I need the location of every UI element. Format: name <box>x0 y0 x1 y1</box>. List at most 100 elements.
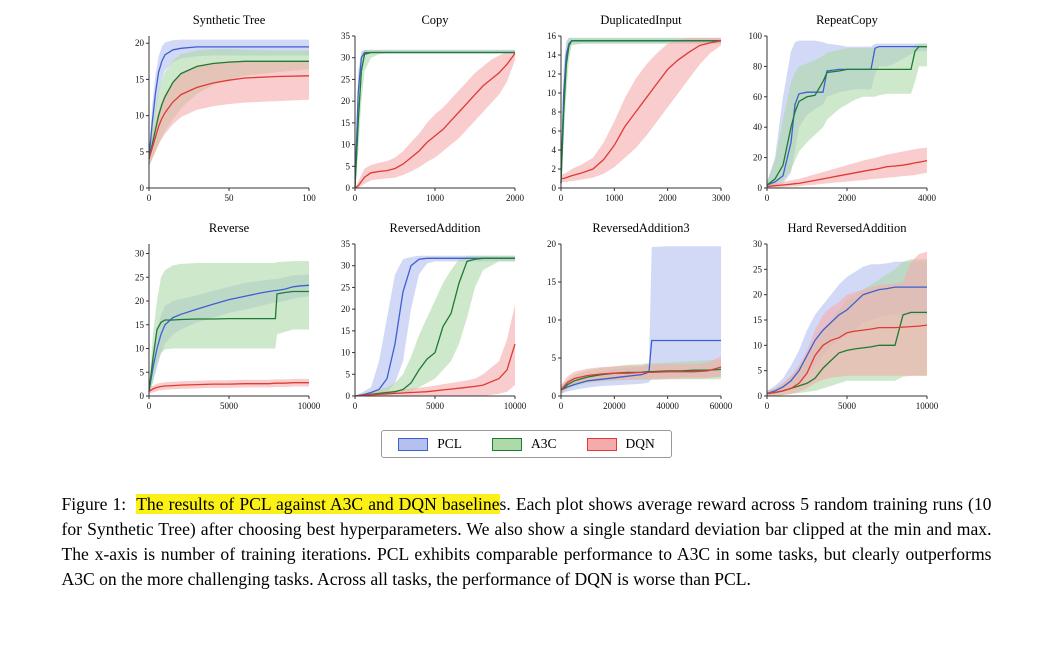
legend-item-pcl: PCL <box>398 436 462 452</box>
legend-label-a3c: A3C <box>531 436 557 451</box>
line-a3c <box>147 60 309 160</box>
caption-label: Figure 1: <box>61 494 127 514</box>
x-tick-label: 5000 <box>220 401 239 411</box>
y-tick-label: 6 <box>551 126 556 136</box>
line-dqn <box>354 343 516 397</box>
y-tick-label: 20 <box>135 38 145 48</box>
y-tick-label: 25 <box>341 74 351 84</box>
x-tick-label: 2000 <box>838 193 857 203</box>
y-tick-label: 10 <box>341 140 351 150</box>
line-dqn <box>148 382 309 392</box>
y-tick-label: 20 <box>135 296 145 306</box>
x-tick-label: 10000 <box>915 401 938 411</box>
y-tick-label: 12 <box>547 69 556 79</box>
chart-svg: ReversedAddition3 0 5 10 15 20 0 20000 40000 6000… <box>547 221 733 411</box>
band-dqn <box>148 61 309 167</box>
charts-grid: Synthetic Tree 0 5 10 15 20 0 50 100 Copy 0 5 10 15 2… <box>0 10 1053 418</box>
line-pcl <box>147 284 309 392</box>
line-dqn <box>560 366 721 391</box>
y-tick-label: 0 <box>757 391 762 401</box>
y-tick-label: 20 <box>547 239 557 249</box>
line-dqn <box>766 324 927 395</box>
x-tick-label: 0 <box>558 193 563 203</box>
chart-svg: Hard ReversedAddition 0 5 10 15 20 25 30 0 5000 10… <box>753 221 939 411</box>
line-dqn <box>766 159 927 188</box>
line-dqn <box>147 75 309 160</box>
chart-svg: DuplicatedInput 0 2 4 6 8 10 12 14 16 0 1000 2000 300… <box>547 13 731 203</box>
band-dqn <box>766 251 927 396</box>
x-tick-label: 50 <box>224 193 234 203</box>
y-tick-label: 10 <box>135 111 145 121</box>
y-tick-label: 8 <box>551 107 556 117</box>
band-pcl <box>354 255 515 396</box>
y-tick-label: 20 <box>753 153 763 163</box>
line-dqn <box>560 40 721 180</box>
x-tick-label: 5000 <box>838 401 857 411</box>
line-pcl <box>560 339 721 391</box>
x-tick-label: 10000 <box>503 401 526 411</box>
y-tick-label: 20 <box>753 290 763 300</box>
y-tick-label: 30 <box>135 249 145 259</box>
chart-duplicatedinput: DuplicatedInput 0 2 4 6 8 10 12 14 16 0 1000 2000 300… <box>527 10 733 210</box>
y-tick-label: 5 <box>345 161 350 171</box>
y-tick-label: 15 <box>341 118 351 128</box>
line-a3c <box>766 311 927 395</box>
line-dqn <box>354 53 516 189</box>
legend-swatch-pcl <box>398 437 429 451</box>
y-tick-label: 10 <box>753 340 763 350</box>
chart-repeatcopy: RepeatCopy 0 20 40 60 80 100 0 2000 4000 <box>733 10 939 210</box>
x-tick-label: 100 <box>302 193 316 203</box>
band-dqn <box>560 37 721 183</box>
x-tick-label: 0 <box>764 401 769 411</box>
x-tick-label: 1000 <box>605 193 624 203</box>
y-tick-label: 25 <box>341 282 351 292</box>
y-tick-label: 15 <box>341 326 351 336</box>
y-tick-label: 20 <box>341 96 351 106</box>
x-tick-label: 0 <box>558 401 563 411</box>
y-tick-label: 25 <box>135 272 145 282</box>
line-pcl <box>766 286 927 395</box>
chart-synthetic-tree: Synthetic Tree 0 5 10 15 20 0 50 100 <box>115 10 321 210</box>
y-tick-label: 40 <box>753 122 763 132</box>
x-tick-label: 4000 <box>918 193 937 203</box>
y-tick-label: 5 <box>757 366 762 376</box>
y-tick-label: 30 <box>753 239 763 249</box>
y-tick-label: 10 <box>547 315 557 325</box>
y-tick-label: 0 <box>551 183 556 193</box>
y-tick-label: 15 <box>753 315 763 325</box>
chart-svg: Copy 0 5 10 15 20 25 30 35 0 1000 2000 <box>341 13 525 203</box>
y-tick-label: 80 <box>753 61 763 71</box>
chart-svg: RepeatCopy 0 20 40 60 80 100 0 2000 4000 <box>748 13 937 203</box>
legend: PCL A3C DQN <box>381 430 672 458</box>
y-tick-label: 5 <box>139 367 144 377</box>
x-tick-label: 0 <box>146 401 151 411</box>
chart-reverse: Reverse 0 5 10 15 20 25 30 0 5000 10000 <box>115 218 321 418</box>
y-tick-label: 35 <box>341 239 351 249</box>
y-tick-label: 14 <box>547 50 557 60</box>
caption-highlight: The results of PCL against A3C and DQN b… <box>136 494 500 514</box>
chart-reversedaddition3: ReversedAddition3 0 5 10 15 20 0 20000 40000 6000… <box>527 218 733 418</box>
x-tick-label: 5000 <box>426 401 445 411</box>
x-tick-label: 10000 <box>297 401 320 411</box>
chart-title: RepeatCopy <box>816 13 879 27</box>
y-tick-label: 35 <box>341 31 351 41</box>
legend-swatch-dqn <box>586 437 617 451</box>
legend-label-dqn: DQN <box>625 436 655 451</box>
y-tick-label: 25 <box>753 264 763 274</box>
x-tick-label: 3000 <box>712 193 731 203</box>
line-a3c <box>354 257 515 397</box>
legend-item-a3c: A3C <box>492 436 557 452</box>
y-tick-label: 10 <box>547 88 557 98</box>
legend-label-pcl: PCL <box>437 436 462 451</box>
y-tick-label: 20 <box>341 304 351 314</box>
y-tick-label: 5 <box>139 147 144 157</box>
chart-title: Copy <box>421 13 449 27</box>
band-dqn <box>354 51 515 189</box>
y-tick-label: 0 <box>139 183 144 193</box>
chart-hard-reversedaddition: Hard ReversedAddition 0 5 10 15 20 25 30 0 5000 10… <box>733 218 939 418</box>
chart-svg: ReversedAddition 0 5 10 15 20 25 30 35 0 5000 10000 <box>341 221 527 411</box>
line-a3c <box>766 45 927 186</box>
y-tick-label: 2 <box>551 164 556 174</box>
y-tick-label: 15 <box>135 320 145 330</box>
y-tick-label: 0 <box>551 391 556 401</box>
